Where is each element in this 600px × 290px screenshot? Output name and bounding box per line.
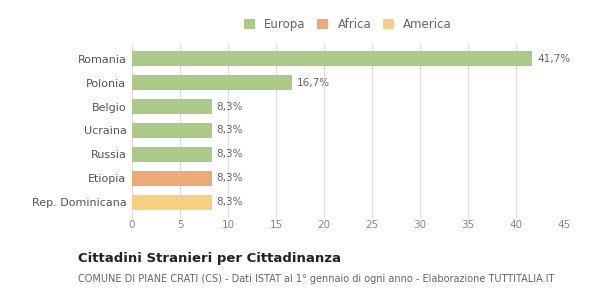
Bar [132, 147, 212, 162]
Text: 16,7%: 16,7% [297, 77, 330, 88]
Legend: Europa, Africa, America: Europa, Africa, America [244, 18, 452, 31]
Text: 8,3%: 8,3% [217, 173, 243, 184]
Text: 8,3%: 8,3% [217, 126, 243, 135]
Bar [132, 75, 292, 90]
Bar [132, 171, 212, 186]
Text: COMUNE DI PIANE CRATI (CS) - Dati ISTAT al 1° gennaio di ogni anno - Elaborazion: COMUNE DI PIANE CRATI (CS) - Dati ISTAT … [78, 274, 554, 284]
Text: Cittadini Stranieri per Cittadinanza: Cittadini Stranieri per Cittadinanza [78, 252, 341, 265]
Bar [132, 99, 212, 114]
Bar [132, 51, 532, 66]
Text: 8,3%: 8,3% [217, 197, 243, 207]
Text: 41,7%: 41,7% [537, 54, 570, 64]
Bar [132, 123, 212, 138]
Bar [132, 195, 212, 210]
Text: 8,3%: 8,3% [217, 149, 243, 160]
Text: 8,3%: 8,3% [217, 102, 243, 112]
